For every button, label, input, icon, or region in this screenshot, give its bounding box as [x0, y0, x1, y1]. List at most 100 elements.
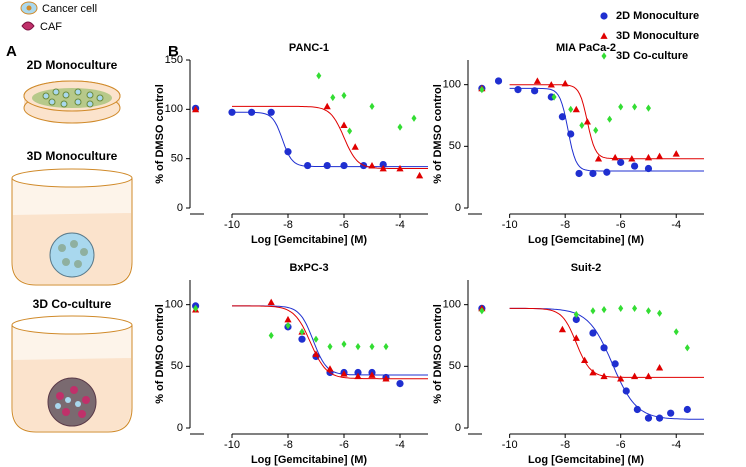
- y-tick-label: 50: [171, 153, 183, 165]
- condition-label: 3D Monoculture: [27, 149, 118, 163]
- data-point: [382, 375, 390, 382]
- data-point: [340, 121, 348, 128]
- data-point: [284, 148, 292, 156]
- data-point: [369, 343, 375, 351]
- data-point: [316, 72, 322, 80]
- data-point: [603, 168, 611, 176]
- x-tick-label: -10: [502, 219, 518, 231]
- x-axis-label: Log [Gemcitabine] (M): [528, 454, 644, 466]
- condition-label: 2D Monoculture: [27, 58, 118, 72]
- x-axis-label: Log [Gemcitabine] (M): [251, 234, 367, 246]
- y-axis-label: % of DMSO control: [432, 304, 444, 404]
- data-point: [607, 115, 613, 123]
- data-point: [589, 368, 597, 376]
- data-point: [579, 121, 585, 129]
- y-tick-label: 50: [171, 360, 183, 372]
- data-point: [326, 365, 334, 372]
- data-point: [312, 350, 320, 357]
- data-point: [622, 387, 630, 395]
- data-point: [572, 334, 580, 341]
- data-point: [397, 123, 403, 131]
- data-point: [567, 130, 575, 138]
- data-point: [479, 86, 485, 94]
- data-point: [327, 343, 333, 351]
- data-point: [268, 331, 274, 340]
- data-point: [192, 105, 200, 113]
- y-axis-label: % of DMSO control: [154, 304, 166, 404]
- data-point: [644, 153, 653, 161]
- data-point: [341, 91, 347, 100]
- data-point: [558, 113, 567, 121]
- y-tick-label: 0: [455, 422, 461, 434]
- data-point: [633, 405, 641, 414]
- data-point: [551, 93, 557, 101]
- data-point: [645, 307, 651, 315]
- data-point: [573, 310, 579, 319]
- data-point: [396, 380, 404, 388]
- chart-title: MIA PaCa-2: [556, 42, 616, 54]
- data-point: [581, 356, 589, 364]
- legend-label: 3D Monoculture: [616, 30, 699, 42]
- fit-curve: [232, 305, 428, 380]
- data-point: [533, 77, 542, 84]
- data-point: [369, 102, 375, 110]
- data-point: [323, 161, 331, 170]
- y-tick-label: 0: [455, 202, 461, 214]
- key-label: Cancer cell: [42, 3, 97, 15]
- x-tick-label: -6: [339, 439, 349, 451]
- data-point: [379, 160, 387, 169]
- x-axis-label: Log [Gemcitabine] (M): [528, 234, 644, 246]
- data-point: [248, 108, 256, 116]
- y-tick-label: 100: [443, 79, 461, 91]
- data-point: [632, 103, 638, 111]
- panel-label: B: [168, 43, 179, 60]
- data-point: [396, 164, 404, 172]
- data-point: [600, 344, 608, 352]
- x-tick-label: -8: [283, 219, 293, 231]
- data-point: [593, 126, 599, 134]
- data-point: [354, 368, 362, 377]
- data-point: [330, 93, 336, 102]
- fit-curve: [232, 105, 428, 169]
- y-axis-label: % of DMSO control: [432, 84, 444, 184]
- data-point: [645, 104, 651, 112]
- data-point: [672, 150, 680, 157]
- data-point: [561, 79, 569, 87]
- fit-curve: [509, 84, 704, 160]
- x-tick-label: -4: [395, 439, 405, 451]
- data-point: [368, 161, 376, 169]
- chart-title: Suit-2: [571, 262, 602, 274]
- key-label: CAF: [40, 21, 62, 33]
- data-point: [673, 328, 679, 336]
- x-tick-label: -10: [224, 439, 240, 451]
- x-tick-label: -6: [616, 219, 626, 231]
- data-point: [644, 414, 653, 422]
- data-point: [589, 169, 597, 178]
- data-point: [411, 114, 417, 122]
- data-point: [618, 103, 624, 111]
- data-point: [630, 372, 639, 380]
- data-point: [298, 335, 306, 343]
- x-tick-label: -6: [616, 439, 626, 451]
- data-point: [354, 372, 362, 380]
- data-point: [379, 164, 387, 172]
- panel-a-art: [11, 1, 133, 433]
- data-point: [617, 375, 625, 382]
- x-tick-label: -6: [339, 219, 349, 231]
- y-tick-label: 100: [165, 103, 183, 115]
- x-tick-label: -8: [560, 219, 570, 231]
- legend-label: 3D Co-culture: [616, 50, 688, 62]
- data-point: [558, 325, 566, 333]
- data-point: [600, 372, 608, 380]
- legend-marker: [600, 32, 608, 39]
- data-point: [594, 155, 603, 162]
- data-point: [632, 304, 638, 312]
- data-point: [655, 414, 664, 422]
- data-point: [683, 405, 691, 414]
- data-point: [628, 155, 636, 162]
- y-axis-label: % of DMSO control: [154, 84, 166, 184]
- x-tick-label: -8: [283, 439, 293, 451]
- y-tick-label: 0: [177, 422, 183, 434]
- data-point: [341, 340, 347, 348]
- data-point: [494, 77, 503, 85]
